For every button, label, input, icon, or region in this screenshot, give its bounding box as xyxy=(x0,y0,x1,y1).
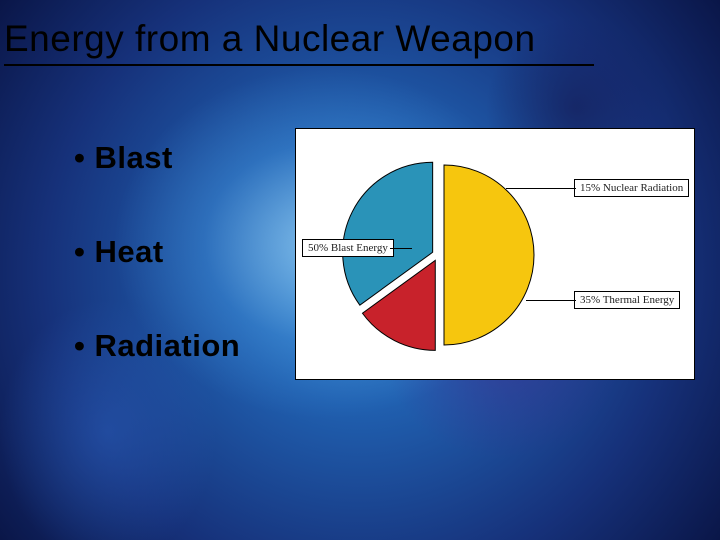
bullet-item: • Heat xyxy=(74,234,240,270)
pie-slice xyxy=(444,165,534,345)
pie-chart-container: 50% Blast Energy 15% Nuclear Radiation 3… xyxy=(295,128,695,380)
chart-label-thermal: 35% Thermal Energy xyxy=(574,291,680,309)
bullet-item: • Blast xyxy=(74,140,240,176)
bullet-list: • Blast • Heat • Radiation xyxy=(74,140,240,422)
chart-label-blast: 50% Blast Energy xyxy=(302,239,394,257)
slide-title: Energy from a Nuclear Weapon xyxy=(4,18,594,66)
bullet-text: Radiation xyxy=(94,328,240,363)
leader-line xyxy=(390,248,412,249)
bullet-text: Heat xyxy=(94,234,163,269)
leader-line xyxy=(506,188,576,189)
leader-line xyxy=(526,300,576,301)
bullet-text: Blast xyxy=(94,140,172,175)
bullet-item: • Radiation xyxy=(74,328,240,364)
chart-label-radiation: 15% Nuclear Radiation xyxy=(574,179,689,197)
